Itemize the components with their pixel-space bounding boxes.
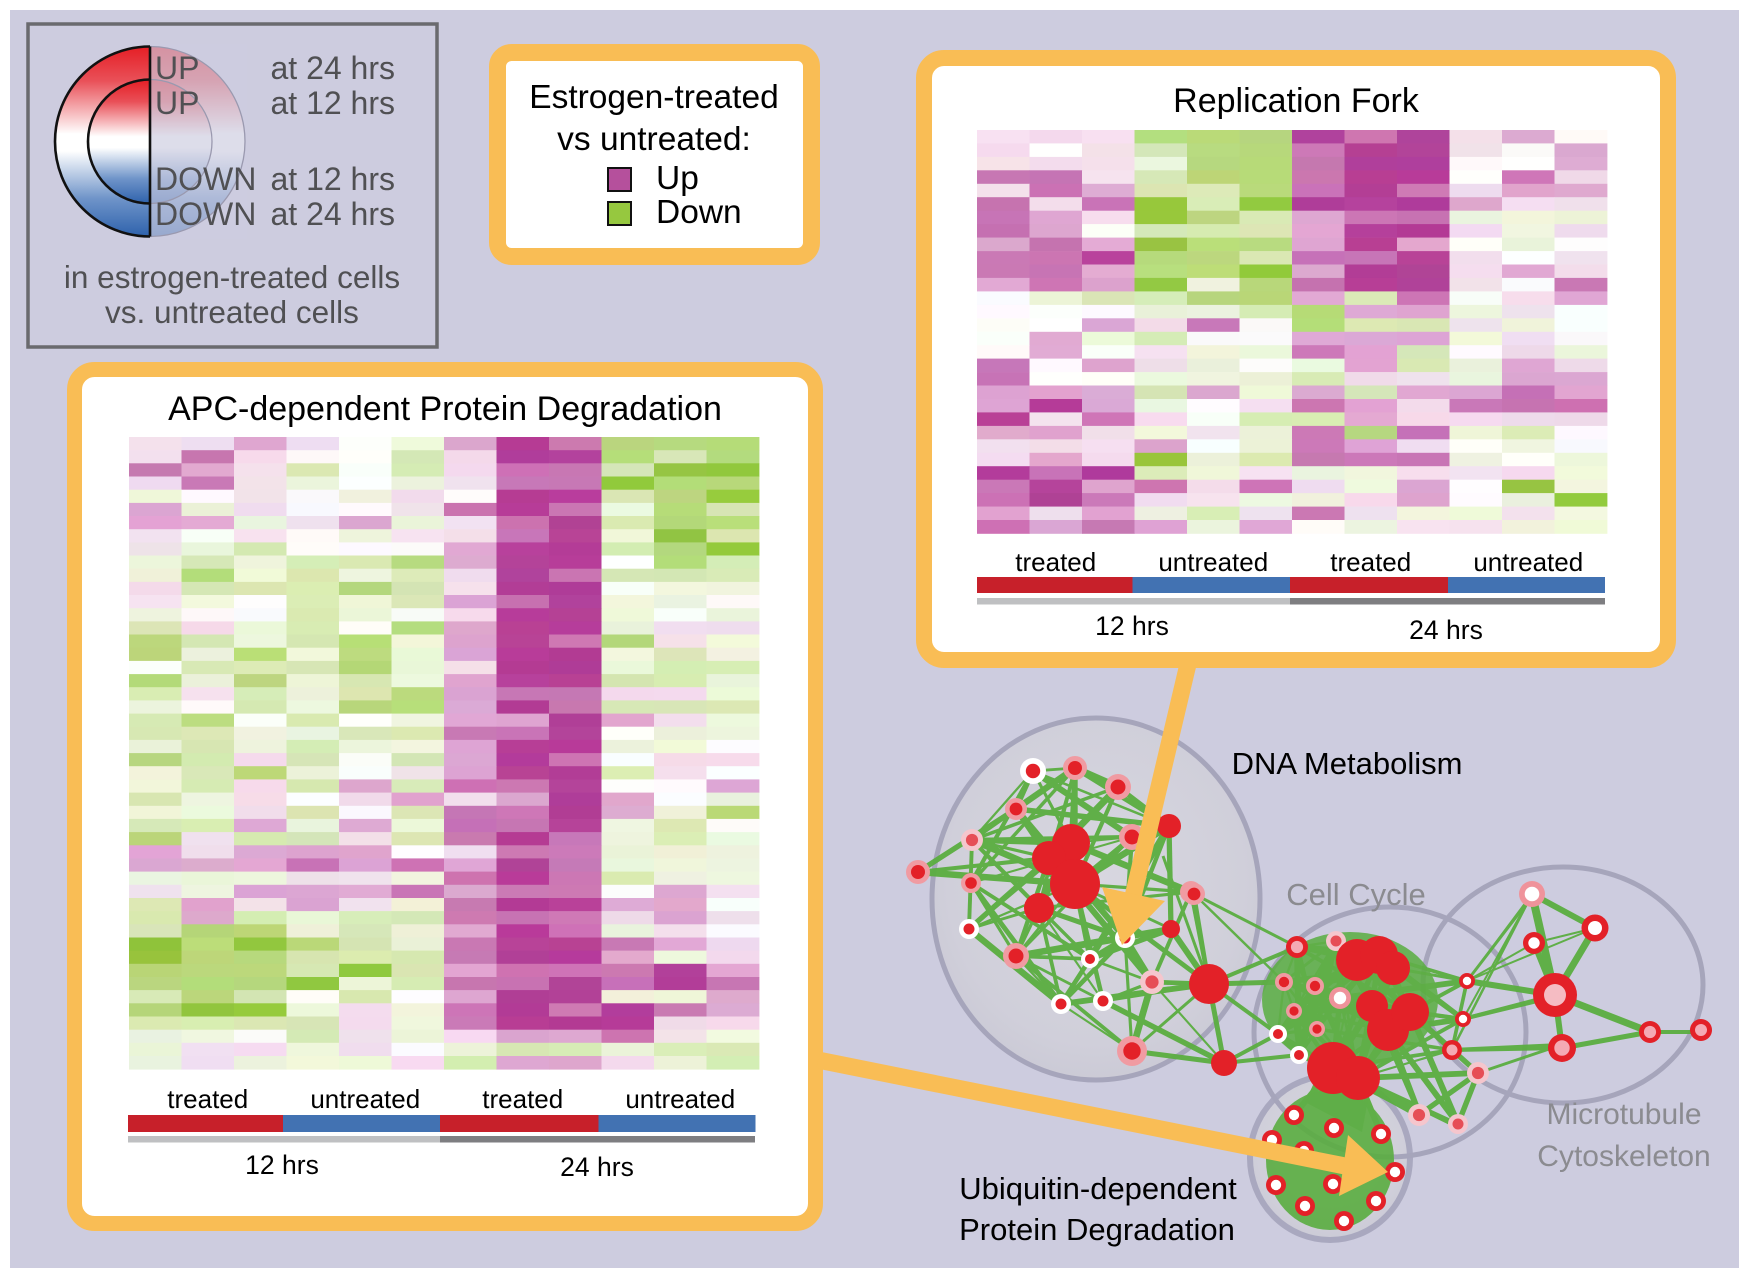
svg-text:Replication Fork: Replication Fork [1173, 82, 1420, 120]
svg-text:APC-dependent Protein Degradat: APC-dependent Protein Degradation [168, 390, 722, 428]
svg-text:DOWN: DOWN [155, 196, 256, 232]
svg-text:24 hrs: 24 hrs [560, 1152, 634, 1182]
svg-text:Down: Down [656, 194, 742, 231]
svg-text:treated: treated [1015, 547, 1096, 577]
svg-text:Protein Degradation: Protein Degradation [959, 1212, 1235, 1247]
svg-text:DNA Metabolism: DNA Metabolism [1232, 746, 1463, 781]
svg-text:Microtubule: Microtubule [1546, 1098, 1701, 1131]
svg-text:Up: Up [656, 160, 699, 197]
svg-text:at 12 hrs: at 12 hrs [270, 161, 395, 197]
svg-text:treated: treated [482, 1084, 563, 1114]
svg-text:vs untreated:: vs untreated: [557, 121, 751, 158]
svg-text:in estrogen-treated cells: in estrogen-treated cells [64, 259, 400, 295]
svg-text:treated: treated [1330, 547, 1411, 577]
svg-text:at 24 hrs: at 24 hrs [270, 50, 395, 86]
svg-text:vs. untreated cells: vs. untreated cells [105, 294, 359, 330]
svg-text:treated: treated [167, 1084, 248, 1114]
svg-text:Cytoskeleton: Cytoskeleton [1537, 1140, 1710, 1173]
svg-text:at 24 hrs: at 24 hrs [270, 196, 395, 232]
svg-text:at 12 hrs: at 12 hrs [270, 85, 395, 121]
svg-text:untreated: untreated [625, 1084, 735, 1114]
svg-text:Cell Cycle: Cell Cycle [1286, 877, 1426, 912]
svg-text:untreated: untreated [1158, 547, 1268, 577]
svg-text:Ubiquitin-dependent: Ubiquitin-dependent [959, 1171, 1237, 1206]
svg-text:UP: UP [155, 85, 199, 121]
svg-text:untreated: untreated [1473, 547, 1583, 577]
svg-text:UP: UP [155, 50, 199, 86]
svg-text:Estrogen-treated: Estrogen-treated [529, 79, 779, 116]
svg-text:12 hrs: 12 hrs [245, 1150, 319, 1180]
svg-text:untreated: untreated [310, 1084, 420, 1114]
svg-text:12 hrs: 12 hrs [1095, 611, 1169, 641]
svg-text:24 hrs: 24 hrs [1409, 615, 1483, 645]
svg-text:DOWN: DOWN [155, 161, 256, 197]
